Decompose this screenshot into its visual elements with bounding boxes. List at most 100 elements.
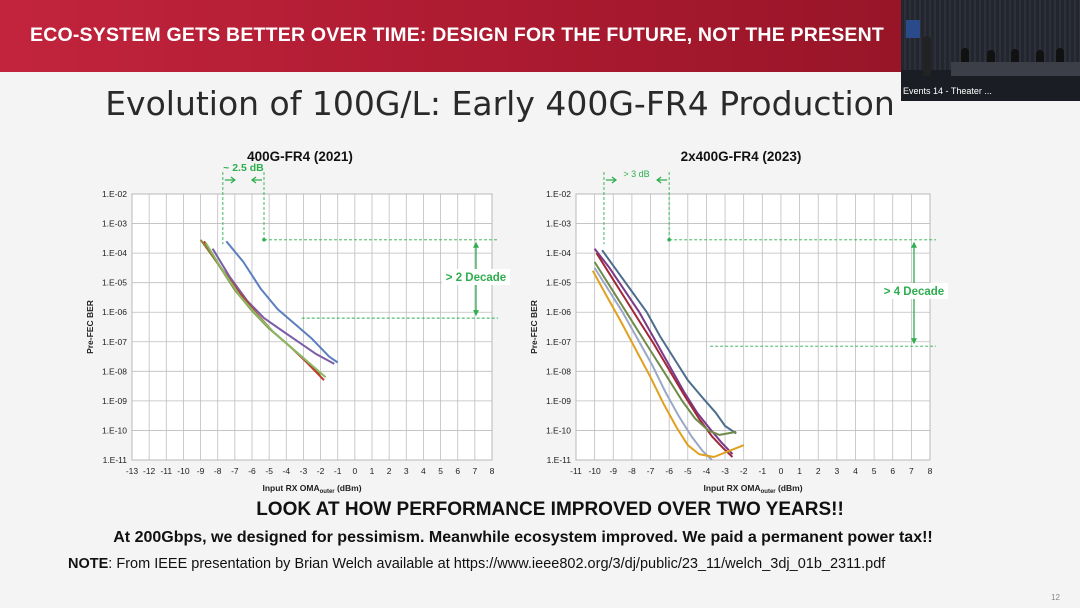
series-line-4 (593, 261, 737, 436)
y-tick-label: 1.E-11 (103, 455, 128, 465)
decade-annotation-label: > 4 Decade (884, 286, 944, 298)
series-line-6 (591, 270, 745, 458)
x-tick-label: -11 (570, 466, 582, 476)
x-tick-label: 0 (352, 466, 357, 476)
x-tick-label: 7 (472, 466, 477, 476)
video-person-seated (987, 50, 995, 64)
x-tick-label: 0 (779, 466, 784, 476)
x-tick-label: -13 (126, 466, 139, 476)
chart-svg-right: 2x400G-FR4 (2023)-11 -10 -9 -8 -7 -6 -5 -4 -3 -2-… (529, 149, 948, 495)
series-line-1 (601, 249, 737, 435)
plot-area (575, 193, 931, 461)
x-tick-label: -11 (160, 466, 172, 476)
video-caption: Events 14 - Theater ... (903, 86, 992, 96)
x-tick-label: -1 (334, 466, 342, 476)
plot-area (131, 193, 493, 461)
x-axis-label: Input RX OMAouter (dBm) (703, 483, 802, 495)
x-tick-label: 8 (928, 466, 933, 476)
video-person-seated (1036, 50, 1044, 64)
y-tick-label: 1.E-05 (546, 278, 571, 288)
y-tick-label: 1.E-02 (546, 189, 571, 199)
x-tick-label: -10 (177, 466, 190, 476)
decade-annotation-label: > 2 Decade (446, 272, 506, 284)
video-screen (906, 20, 920, 38)
video-person-seated (1056, 48, 1064, 64)
x-tick-label: 4 (421, 466, 426, 476)
decade-anchor-dot (262, 238, 266, 242)
x-tick-label: -7 (231, 466, 239, 476)
banner-title: ECO-SYSTEM GETS BETTER OVER TIME: DESIGN… (30, 24, 885, 46)
chart-svg-left: 400G-FR4 (2021)-13 -12 -11 -10 -9 -8 -7 -6 -5 -4-… (85, 149, 510, 495)
x-tick-label: -4 (283, 466, 291, 476)
video-person-seated (961, 48, 969, 64)
slide-headline: LOOK AT HOW PERFORMANCE IMPROVED OVER TW… (256, 499, 844, 520)
db-arrow-right (656, 176, 668, 184)
x-tick-label: -7 (647, 466, 655, 476)
series-line-5 (593, 267, 713, 461)
y-tick-label: 1.E-07 (102, 337, 127, 347)
x-tick-label: -8 (628, 466, 636, 476)
x-tick-label: -2 (317, 466, 325, 476)
y-tick-label: 1.E-03 (546, 219, 571, 229)
x-tick-label: -1 (759, 466, 767, 476)
x-axis-label: Input RX OMAouter (dBm) (262, 483, 361, 495)
x-tick-label: -9 (609, 466, 617, 476)
y-tick-label: 1.E-07 (546, 337, 571, 347)
x-tick-label: -9 (197, 466, 205, 476)
x-tick-label: 3 (834, 466, 839, 476)
slide-subline: At 200Gbps, we designed for pessimism. M… (113, 529, 933, 546)
y-axis-label: Pre-FEC BER (85, 300, 95, 354)
decade-arrow-head-top (473, 241, 479, 248)
y-tick-label: 1.E-08 (546, 366, 571, 376)
decade-arrow-head-top (911, 241, 917, 248)
y-tick-label: 1.E-11 (547, 455, 572, 465)
y-tick-label: 1.E-10 (102, 425, 127, 435)
x-tick-label: -3 (300, 466, 308, 476)
decade-anchor-dot (667, 238, 671, 242)
x-tick-label: -10 (588, 466, 601, 476)
y-tick-label: 1.E-04 (102, 248, 127, 258)
x-tick-label: 2 (816, 466, 821, 476)
x-tick-label: -8 (214, 466, 222, 476)
x-tick-label: 4 (853, 466, 858, 476)
x-tick-label: 8 (490, 466, 495, 476)
y-tick-label: 1.E-04 (546, 248, 571, 258)
x-tick-label: -4 (703, 466, 711, 476)
x-tick-label: 6 (455, 466, 460, 476)
db-arrow-left (605, 176, 618, 184)
slide-title: Evolution of 100G/L: Early 400G-FR4 Prod… (105, 84, 895, 123)
chart-title: 400G-FR4 (2021) (247, 149, 353, 164)
x-tick-label: 2 (387, 466, 392, 476)
chart-2x400g-fr4-2023: 2x400G-FR4 (2023) -11 -10 -9 -8 -7 -6 -5 -4 -3 -2-… (520, 140, 980, 505)
x-tick-label: 6 (890, 466, 895, 476)
series-line-3 (595, 252, 734, 458)
chart-400g-fr4-2021: 400G-FR4 (2021) -13 -12 -11 -10 -9 -8 -7 -6 -5 -4-… (85, 140, 510, 505)
x-tick-label: 5 (872, 466, 877, 476)
video-panel-table (951, 62, 1080, 76)
decade-label-bg (880, 283, 948, 300)
x-tick-label: -6 (248, 466, 256, 476)
x-tick-label: -5 (265, 466, 273, 476)
series-line-1 (225, 240, 339, 364)
x-tick-label: 3 (404, 466, 409, 476)
db-annotation-label: ~ 2.5 dB (223, 162, 264, 174)
x-tick-label: 7 (909, 466, 914, 476)
decade-arrow-head-bottom (911, 338, 917, 345)
y-axis-label: Pre-FEC BER (529, 300, 539, 354)
y-tick-label: 1.E-05 (102, 278, 127, 288)
y-tick-label: 1.E-09 (102, 396, 127, 406)
decade-arrow-head-bottom (473, 310, 479, 317)
title-banner: ECO-SYSTEM GETS BETTER OVER TIME: DESIGN… (0, 0, 1080, 72)
video-person-standing (923, 36, 931, 76)
series-line-5 (204, 242, 327, 378)
chart-title: 2x400G-FR4 (2023) (681, 149, 802, 164)
x-tick-label: -5 (684, 466, 692, 476)
page-number: 12 (1051, 593, 1060, 602)
y-tick-label: 1.E-03 (102, 219, 127, 229)
x-tick-label: -6 (665, 466, 673, 476)
db-arrow-left (224, 176, 236, 184)
x-tick-label: -12 (143, 466, 156, 476)
x-tick-label: -2 (740, 466, 748, 476)
x-tick-label: 1 (370, 466, 375, 476)
speaker-video-thumbnail[interactable]: Events 14 - Theater ... (901, 0, 1080, 101)
